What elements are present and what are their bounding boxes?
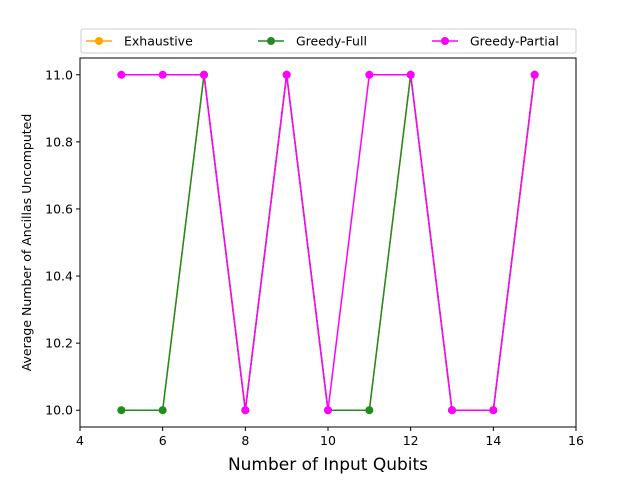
legend-marker-greedy-partial [441, 37, 449, 45]
x-tick-label-5: 14 [485, 433, 501, 448]
data-point-greedy-partial-5 [324, 406, 332, 415]
data-point-greedy-partial-2 [200, 70, 208, 79]
legend-box [80, 28, 577, 54]
y-tick-label-2: 10.4 [45, 269, 73, 284]
y-tick-label-1: 10.2 [45, 336, 73, 351]
plot-layer [117, 70, 539, 415]
legend-items: Exhaustive Greedy-Full Greedy-Partial [86, 34, 559, 49]
axes-layer: 4 6 8 10 12 14 16 10.0 10.2 10.4 10.6 10.8 11.0 [45, 67, 584, 448]
data-point-greedy-full-6 [365, 406, 374, 415]
legend-marker-exhaustive [95, 37, 103, 45]
y-axis-title: Average Number of Ancillas Uncomputed [19, 114, 34, 372]
data-point-greedy-partial-6 [365, 70, 374, 79]
legend-label-greedy-partial: Greedy-Partial [470, 34, 559, 49]
data-point-greedy-partial-1 [158, 70, 167, 79]
legend-marker-greedy-full [267, 37, 275, 45]
y-tick-label-3: 10.6 [45, 201, 73, 216]
y-tick-label-0: 10.0 [45, 403, 73, 418]
x-tick-label-0: 4 [76, 433, 84, 448]
x-tick-label-4: 12 [403, 433, 419, 448]
x-tick-label-1: 6 [159, 433, 167, 448]
data-point-greedy-partial-4 [282, 70, 291, 79]
data-point-greedy-full-1 [158, 406, 167, 415]
x-tick-label-3: 10 [320, 433, 336, 448]
legend-label-exhaustive: Exhaustive [124, 34, 193, 49]
x-tick-label-6: 16 [568, 433, 584, 448]
data-point-greedy-partial-3 [241, 406, 250, 415]
x-axis-title: Number of Input Qubits [228, 455, 428, 475]
data-point-greedy-full-0 [117, 406, 126, 415]
legend: Exhaustive Greedy-Full Greedy-Partial [80, 28, 577, 54]
y-tick-label-5: 11.0 [45, 67, 73, 82]
data-point-greedy-partial-0 [117, 70, 126, 79]
x-tick-label-2: 8 [241, 433, 249, 448]
data-point-greedy-partial-8 [448, 406, 456, 415]
legend-label-greedy-full: Greedy-Full [296, 34, 367, 49]
y-tick-label-4: 10.8 [45, 134, 73, 149]
data-point-greedy-partial-9 [489, 406, 498, 415]
data-point-greedy-partial-7 [406, 70, 415, 79]
data-point-greedy-partial-10 [530, 70, 539, 79]
